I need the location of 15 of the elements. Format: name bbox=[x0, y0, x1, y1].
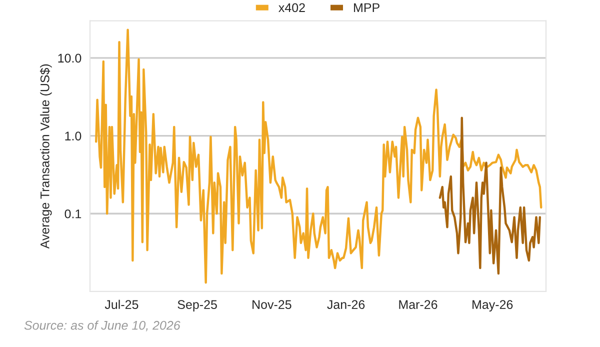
source-note: Source: as of June 10, 2026 bbox=[24, 320, 180, 332]
y-tick-label: 10.0 bbox=[58, 54, 82, 63]
line-series bbox=[438, 116, 542, 275]
x-tick-label: Jan-26 bbox=[327, 300, 365, 309]
legend-label: MPP bbox=[354, 3, 380, 12]
x-tick-label: Mar-26 bbox=[399, 300, 438, 309]
x-tick-label: Jul-25 bbox=[104, 300, 138, 309]
line-series bbox=[94, 28, 542, 284]
x-tick-label: Sep-25 bbox=[178, 300, 217, 312]
x-tick-label: Nov-25 bbox=[252, 300, 292, 309]
legend-label: x402 bbox=[278, 3, 305, 12]
x-tick-label: May-26 bbox=[472, 300, 513, 312]
y-tick-label: 0.1 bbox=[64, 209, 82, 218]
y-tick-label: 1.0 bbox=[65, 132, 82, 140]
y-axis-title: Average Transaction Value (US$) bbox=[40, 64, 52, 249]
